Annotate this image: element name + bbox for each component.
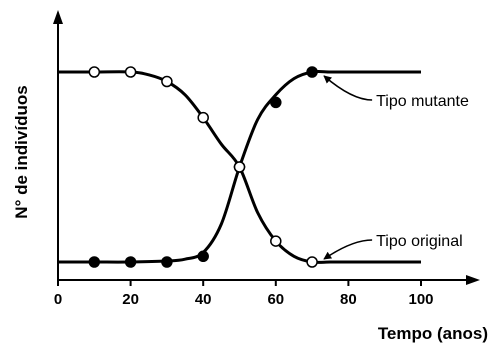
data-point-tipo-mutante — [197, 250, 209, 263]
data-point-tipo-original — [161, 75, 173, 88]
annotation-arrow — [323, 75, 373, 101]
series-line-tipo-mutante — [58, 70, 421, 264]
markers — [88, 66, 318, 268]
x-tick-label: 60 — [267, 291, 284, 308]
x-axis-arrow — [466, 275, 480, 285]
data-point-tipo-original — [88, 66, 101, 78]
annotation-label: Tipo mutante — [376, 93, 469, 110]
data-point-tipo-original — [233, 161, 246, 173]
data-point-tipo-mutante — [306, 66, 318, 78]
annotations: Tipo mutante Tipo original — [323, 75, 469, 260]
data-point-tipo-mutante — [88, 256, 101, 268]
data-point-tipo-original — [270, 235, 282, 247]
annotation-arrow — [323, 239, 373, 260]
y-axis-title: N° de indivíduos — [12, 85, 31, 218]
x-tick-label: 0 — [54, 291, 62, 308]
x-tick-label: 20 — [122, 291, 139, 308]
data-point-tipo-mutante — [270, 96, 282, 109]
axes — [53, 10, 480, 285]
y-axis-arrow — [53, 10, 63, 24]
x-tick-label: 100 — [408, 291, 433, 308]
x-axis-title: Tempo (anos) — [378, 324, 488, 343]
data-point-tipo-original — [197, 111, 209, 124]
x-ticks: 0 20 40 60 80 100 — [54, 280, 434, 308]
data-point-tipo-mutante — [161, 256, 173, 268]
x-tick-label: 40 — [195, 291, 212, 308]
data-point-tipo-mutante — [124, 256, 137, 268]
data-point-tipo-original — [306, 256, 318, 268]
data-point-tipo-original — [124, 66, 137, 78]
x-tick-label: 80 — [340, 291, 357, 308]
annotation-label: Tipo original — [376, 233, 463, 250]
